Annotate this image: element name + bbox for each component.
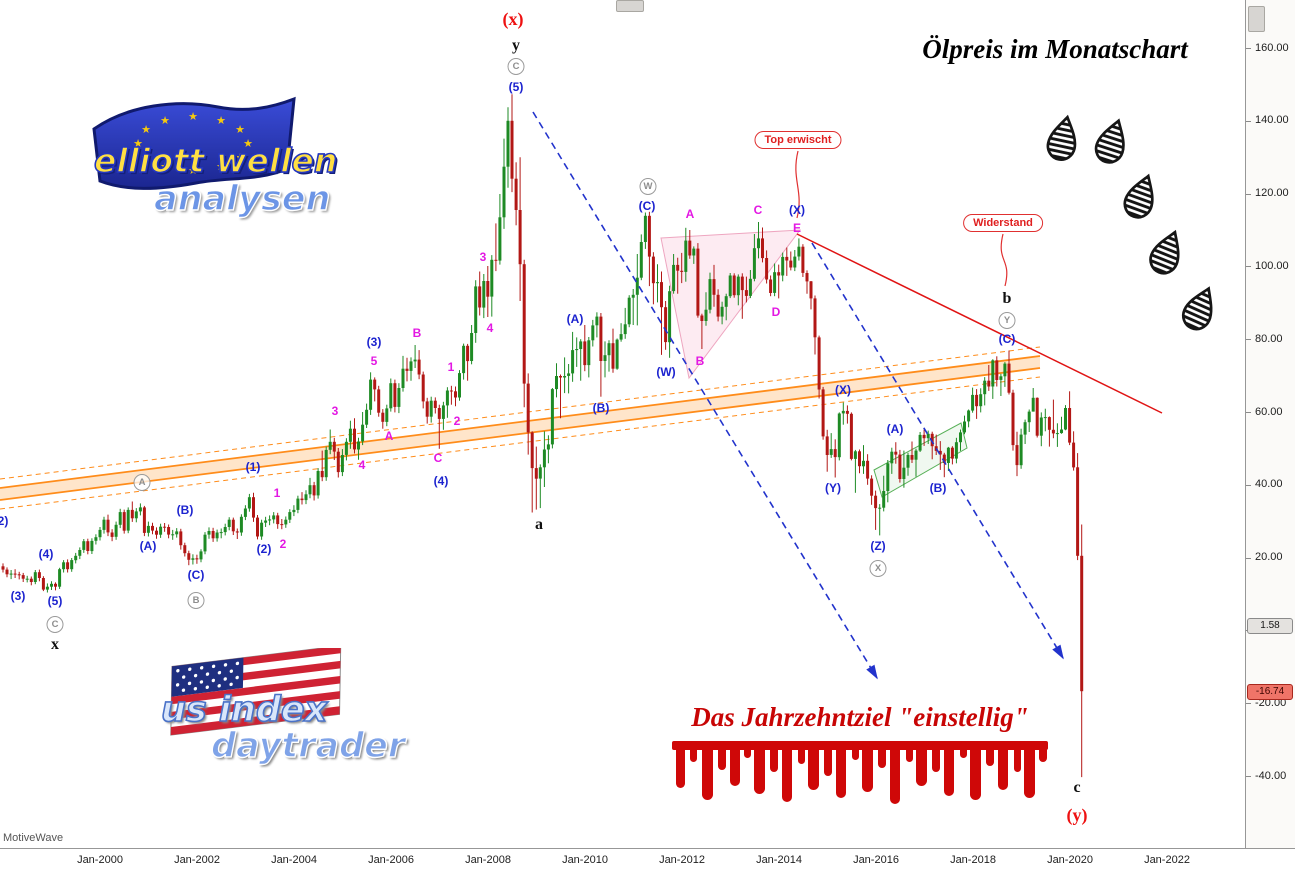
x-axis-tick-label: Jan-2002: [174, 854, 220, 866]
y-axis-tick-label: 20.00: [1255, 551, 1283, 563]
oil-drop-icon: [1181, 286, 1213, 331]
x-axis-tick-label: Jan-2000: [77, 854, 123, 866]
chart-area[interactable]: Ölpreis im Monatschart (x) y C (5) 3 4 B (3) 5 1 3…: [0, 0, 1245, 848]
y-axis-tick-mark: [1246, 558, 1251, 559]
orange-channel-line: [0, 367, 1041, 501]
y-axis-tick-mark: [1246, 339, 1251, 340]
blue-trend-arrow: [811, 242, 1064, 660]
y-axis-tick-label: -40.00: [1255, 770, 1287, 782]
orange-channel-fill: [0, 356, 1040, 500]
last-price-tag: -16.74: [1247, 684, 1293, 700]
y-axis-tick-label: 100.00: [1255, 260, 1289, 272]
oil-drop-icon: [1094, 118, 1125, 164]
callout-leader-line: [795, 150, 800, 219]
y-axis-tick-label: -20.00: [1255, 697, 1287, 709]
oil-drop-icon: [1123, 173, 1154, 219]
y-axis-tick-label: 40.00: [1255, 478, 1283, 490]
decade-target-banner: Das Jahrzehntziel "einstellig": [691, 702, 1029, 732]
oil-drop-icon: [1046, 114, 1077, 161]
callout-widerstand: Widerstand: [963, 214, 1043, 232]
x-axis-tick-label: Jan-2020: [1047, 854, 1093, 866]
y-axis-tick-mark: [1246, 485, 1251, 486]
orange-channel-dashed-line: [0, 346, 1041, 480]
x-axis-tick-label: Jan-2012: [659, 854, 705, 866]
red-resistance-line: [796, 233, 1163, 414]
blue-trend-arrow: [532, 111, 878, 680]
x-axis-tick-label: Jan-2010: [562, 854, 608, 866]
elliott-triangle: [660, 229, 802, 380]
last-price-tag: 1.58: [1247, 618, 1293, 634]
time-axis[interactable]: Jan-2000 Jan-2002 Jan-2004 Jan-2006 Jan-2008…: [0, 848, 1295, 870]
collapsed-panel-chip[interactable]: [616, 0, 644, 12]
motivewave-watermark: MotiveWave: [3, 832, 64, 844]
x-axis-tick-label: Jan-2016: [853, 854, 899, 866]
y-axis-tick-mark: [1246, 703, 1251, 704]
y-axis-tick-mark: [1246, 194, 1251, 195]
x-axis-tick-label: Jan-2004: [271, 854, 317, 866]
x-axis-tick-label: Jan-2014: [756, 854, 802, 866]
callout-top-erwischt: Top erwischt: [754, 131, 842, 149]
y-axis-tick-mark: [1246, 266, 1251, 267]
y-axis-tick-label: 140.00: [1255, 114, 1289, 126]
price-chart-canvas[interactable]: [0, 0, 1245, 848]
y-axis-tick-label: 60.00: [1255, 406, 1283, 418]
blood-drip-graphic: [672, 741, 1048, 804]
y-axis-tick-mark: [1246, 412, 1251, 413]
y-axis-tick-mark: [1246, 776, 1251, 777]
orange-channel-dashed-line: [0, 376, 1041, 510]
y-axis-tick-mark: [1246, 121, 1251, 122]
chart-title: Ölpreis im Monatschart: [922, 34, 1188, 64]
axis-scroll-thumb[interactable]: [1248, 6, 1265, 32]
price-axis[interactable]: 160.00 140.00 120.00 100.00 80.00 60.00 40.00 2…: [1245, 0, 1295, 848]
candle-series: [1, 94, 1084, 778]
x-axis-tick-label: Jan-2006: [368, 854, 414, 866]
x-axis-tick-label: Jan-2018: [950, 854, 996, 866]
x-axis-tick-label: Jan-2022: [1144, 854, 1190, 866]
callout-leader-line: [1000, 233, 1008, 287]
x-axis-tick-label: Jan-2008: [465, 854, 511, 866]
y-axis-tick-mark: [1246, 48, 1251, 49]
y-axis-tick-label: 80.00: [1255, 333, 1283, 345]
y-axis-tick-label: 120.00: [1255, 187, 1289, 199]
orange-channel-line: [0, 355, 1041, 489]
oil-drop-icon: [1149, 229, 1180, 275]
y-axis-tick-label: 160.00: [1255, 42, 1289, 54]
